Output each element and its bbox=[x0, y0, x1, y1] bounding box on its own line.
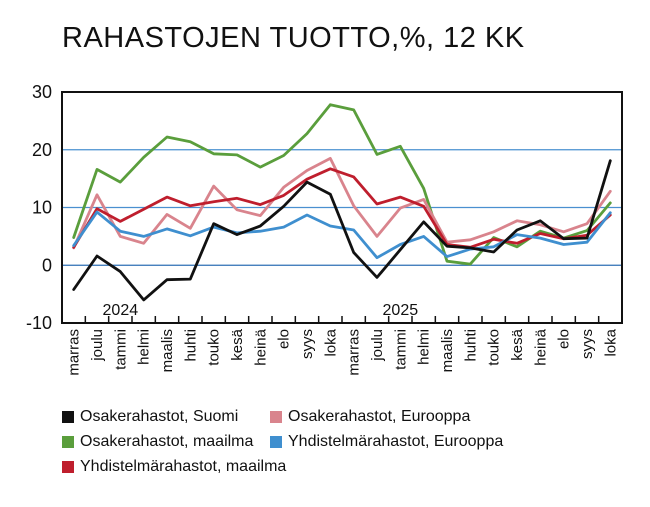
x-tick-label: heinä bbox=[532, 328, 549, 365]
series-line bbox=[72, 103, 612, 266]
legend-swatch bbox=[270, 436, 282, 448]
y-tick-label: 0 bbox=[42, 255, 52, 275]
x-tick-label: maalis bbox=[439, 329, 456, 372]
legend-label: Yhdistelmärahastot, Eurooppa bbox=[288, 433, 504, 450]
y-tick-label: 20 bbox=[32, 140, 52, 160]
legend-label: Osakerahastot, Suomi bbox=[80, 408, 239, 425]
series-line bbox=[72, 156, 612, 250]
legend-swatch bbox=[62, 436, 74, 448]
x-tick-label: helmi bbox=[136, 329, 153, 365]
grid-lines bbox=[62, 149, 622, 266]
x-tick-label: kesä bbox=[229, 328, 246, 360]
x-tick-label: joulu bbox=[89, 329, 106, 362]
y-tick-label: -10 bbox=[26, 313, 52, 333]
x-tick-label: loka bbox=[602, 328, 619, 356]
legend-label: Osakerahastot, Eurooppa bbox=[288, 408, 471, 425]
x-tick-label: syys bbox=[579, 329, 596, 359]
series-line bbox=[72, 167, 612, 249]
x-tick-label: loka bbox=[322, 328, 339, 356]
year-label: 2025 bbox=[383, 302, 419, 319]
x-tick-label: helmi bbox=[416, 329, 433, 365]
x-tick-label: heinä bbox=[252, 328, 269, 365]
x-tick-label: touko bbox=[486, 329, 503, 366]
legend-label: Osakerahastot, maailma bbox=[80, 433, 254, 450]
x-tick-label: elo bbox=[556, 329, 573, 349]
x-tick-label: elo bbox=[276, 329, 293, 349]
x-tick-label: tammi bbox=[112, 329, 129, 370]
y-tick-labels: -10 0 10 20 30 bbox=[26, 82, 52, 333]
line-chart: -10 0 10 20 30 marras joulu tammi helmi maalis hu… bbox=[26, 82, 623, 376]
year-labels: 2024 2025 bbox=[103, 302, 419, 319]
x-tick-label: marras bbox=[66, 329, 83, 376]
chart-title: RAHASTOJEN TUOTTO,%, 12 KK bbox=[62, 22, 525, 54]
legend-item: Osakerahastot, Eurooppa bbox=[270, 408, 470, 426]
legend-swatch bbox=[62, 461, 74, 473]
x-tick-label: tammi bbox=[392, 329, 409, 370]
legend-swatch bbox=[62, 411, 74, 423]
x-tick-label: kesä bbox=[509, 328, 526, 360]
axes bbox=[61, 91, 623, 324]
x-tick-label: joulu bbox=[369, 329, 386, 362]
y-tick-label: 10 bbox=[32, 198, 52, 218]
legend-item: Yhdistelmärahastot, maailma bbox=[62, 458, 286, 476]
legend-swatch bbox=[270, 411, 282, 423]
series-lines bbox=[72, 103, 612, 302]
x-tick-label: maalis bbox=[159, 329, 176, 372]
legend-item: Yhdistelmärahastot, Eurooppa bbox=[270, 433, 503, 451]
x-tick-label: syys bbox=[299, 329, 316, 359]
year-label: 2024 bbox=[103, 302, 139, 319]
x-tick-labels: marras joulu tammi helmi maalis huhti touko kes… bbox=[66, 328, 620, 375]
x-tick-label: marras bbox=[346, 329, 363, 376]
x-tick-label: huhti bbox=[182, 329, 199, 362]
legend-item: Osakerahastot, Suomi bbox=[62, 408, 238, 426]
legend-label: Yhdistelmärahastot, maailma bbox=[80, 458, 287, 475]
series-line bbox=[72, 210, 612, 260]
legend-item: Osakerahastot, maailma bbox=[62, 433, 253, 451]
series-line bbox=[72, 159, 612, 302]
y-tick-label: 30 bbox=[32, 82, 52, 102]
x-tick-label: touko bbox=[206, 329, 223, 366]
x-tick-label: huhti bbox=[462, 329, 479, 362]
